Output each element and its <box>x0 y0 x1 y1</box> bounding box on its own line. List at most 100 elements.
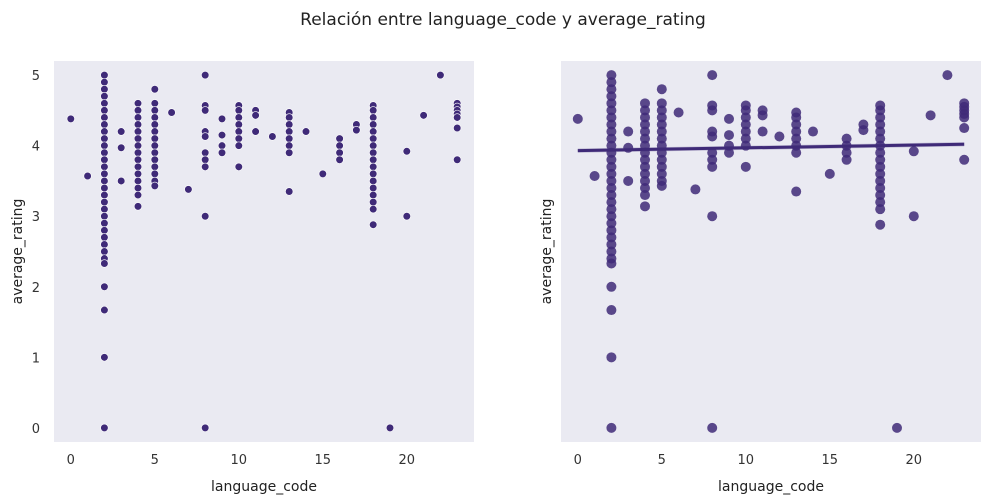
data-point <box>656 161 667 172</box>
data-point <box>100 226 109 235</box>
data-point <box>875 147 886 158</box>
data-point <box>606 225 617 236</box>
y-axis-label: average_rating <box>10 199 26 305</box>
data-point <box>791 147 802 158</box>
data-point <box>724 130 734 141</box>
data-point <box>606 154 617 165</box>
data-point <box>318 169 327 178</box>
data-point <box>623 126 634 137</box>
data-point <box>100 259 109 268</box>
figure-title: Relación entre language_code y average_r… <box>300 10 706 30</box>
data-point <box>100 134 109 143</box>
data-point <box>606 246 617 257</box>
regression-line <box>577 142 965 153</box>
data-point <box>606 422 617 433</box>
data-point <box>791 126 802 137</box>
data-point <box>150 106 159 115</box>
data-point <box>133 176 143 186</box>
data-point <box>133 141 143 150</box>
data-point <box>606 281 617 292</box>
y-tick-label: 0 <box>32 422 40 437</box>
data-point <box>589 171 600 182</box>
data-point <box>251 127 260 136</box>
data-point <box>201 132 210 141</box>
data-point <box>100 305 109 315</box>
x-tick-label: 20 <box>399 453 416 468</box>
data-point <box>150 113 159 122</box>
data-point <box>369 148 378 157</box>
data-point <box>875 219 886 230</box>
data-point <box>150 169 159 178</box>
data-point <box>757 110 768 121</box>
data-point <box>100 233 109 242</box>
data-point <box>150 155 159 164</box>
data-point <box>453 155 462 164</box>
data-point <box>369 120 378 129</box>
data-point <box>740 133 751 144</box>
data-point <box>791 133 802 144</box>
data-point <box>606 112 617 123</box>
data-point <box>740 161 751 172</box>
data-point <box>369 134 378 143</box>
data-point <box>201 148 210 157</box>
data-point <box>285 134 294 143</box>
data-point <box>217 141 227 150</box>
data-point <box>656 84 667 95</box>
data-point <box>150 148 159 157</box>
data-point <box>150 181 159 190</box>
data-point <box>841 133 852 144</box>
y-tick-label: 1 <box>32 351 40 366</box>
x-tick-label: 20 <box>906 453 923 468</box>
data-point <box>453 123 462 133</box>
data-point <box>201 212 210 221</box>
data-point <box>335 134 344 143</box>
data-point <box>640 183 650 193</box>
data-point <box>100 205 109 214</box>
data-point <box>285 127 294 136</box>
data-point <box>402 147 411 156</box>
data-point <box>606 204 617 215</box>
data-point <box>150 134 159 143</box>
data-point <box>740 105 751 116</box>
data-point <box>640 161 650 172</box>
data-point <box>369 127 378 136</box>
data-point <box>201 162 210 171</box>
data-point <box>369 198 378 207</box>
data-point <box>606 218 617 229</box>
data-point <box>606 77 617 88</box>
data-point <box>117 143 126 152</box>
data-point <box>100 282 109 291</box>
data-point <box>133 155 143 164</box>
data-point <box>285 148 294 157</box>
data-point <box>707 422 718 433</box>
data-point <box>100 148 109 157</box>
x-tick-label: 0 <box>67 453 75 468</box>
data-point <box>925 110 936 121</box>
data-point <box>606 91 617 102</box>
data-point <box>606 98 617 109</box>
data-point <box>100 219 109 228</box>
data-point <box>150 162 159 171</box>
data-point <box>285 187 294 196</box>
data-point <box>133 99 143 108</box>
data-point <box>133 120 143 129</box>
data-point <box>640 190 650 201</box>
data-point <box>335 155 344 164</box>
data-point <box>234 127 243 136</box>
data-point <box>117 176 126 186</box>
data-point <box>83 171 92 181</box>
data-point <box>875 190 886 201</box>
data-point <box>606 183 617 193</box>
x-axis-label: language_code <box>211 479 317 495</box>
data-point <box>402 212 411 221</box>
data-point <box>369 162 378 171</box>
data-point <box>606 239 617 250</box>
data-point <box>436 71 445 80</box>
data-point <box>285 120 294 129</box>
data-point <box>217 130 227 140</box>
data-point <box>707 147 718 158</box>
data-point <box>100 169 109 178</box>
data-point <box>133 148 143 157</box>
data-point <box>572 113 583 124</box>
data-point <box>640 98 650 109</box>
